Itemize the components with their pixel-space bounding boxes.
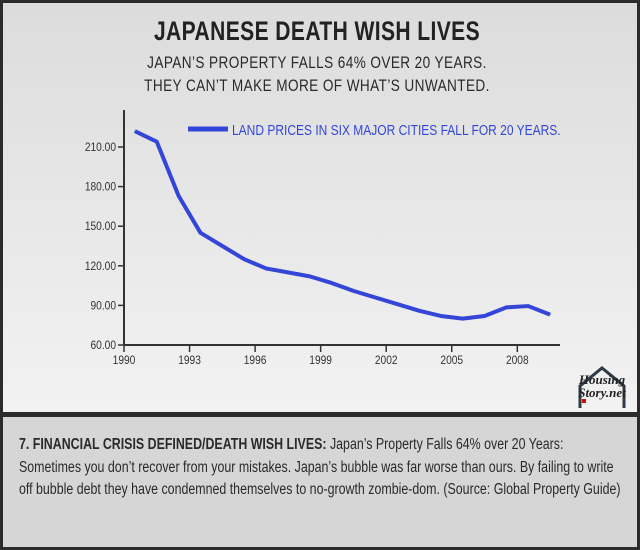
data-point bbox=[440, 315, 442, 317]
data-point bbox=[134, 130, 136, 132]
data-point bbox=[505, 306, 507, 308]
data-point bbox=[243, 258, 245, 260]
caption-heading: 7. FINANCIAL CRISIS DEFINED/DEATH WISH L… bbox=[19, 436, 327, 453]
housingstory-logo: Housing Story.net bbox=[572, 362, 636, 412]
data-point bbox=[374, 296, 376, 298]
x-tick-label: 2008 bbox=[506, 354, 529, 367]
data-point bbox=[396, 303, 398, 305]
y-tick-label: 60.00 bbox=[90, 339, 116, 352]
y-tick-label: 120.00 bbox=[85, 260, 116, 273]
y-tick-label: 210.00 bbox=[85, 141, 116, 154]
house-logo-icon: Housing Story.net bbox=[578, 366, 626, 408]
x-tick-label: 1996 bbox=[244, 354, 267, 367]
data-point bbox=[199, 232, 201, 234]
caption: 7. FINANCIAL CRISIS DEFINED/DEATH WISH L… bbox=[19, 434, 629, 502]
caption-body: Japan’s Property Falls 64% over 20 Years… bbox=[19, 436, 621, 498]
data-point bbox=[527, 305, 529, 307]
data-point bbox=[178, 195, 180, 197]
data-point bbox=[484, 315, 486, 317]
x-tick-label: 1993 bbox=[178, 354, 201, 367]
data-point bbox=[309, 275, 311, 277]
x-tick-label: 2005 bbox=[440, 354, 463, 367]
data-point bbox=[287, 271, 289, 273]
data-point bbox=[331, 282, 333, 284]
data-point bbox=[352, 290, 354, 292]
x-tick-label: 1990 bbox=[113, 354, 136, 367]
data-point bbox=[462, 318, 464, 320]
data-point bbox=[221, 245, 223, 247]
chart-panel bbox=[3, 3, 637, 412]
logo-text-line2: Story.net bbox=[578, 385, 626, 400]
x-tick-label: 2002 bbox=[375, 354, 398, 367]
chart-subtitle-line1: JAPAN’S PROPERTY FALLS 64% OVER 20 YEARS… bbox=[147, 53, 487, 72]
y-tick-label: 180.00 bbox=[85, 181, 116, 194]
data-point bbox=[156, 141, 158, 143]
chart-subtitle-line2: THEY CAN’T MAKE MORE OF WHAT’S UNWANTED. bbox=[144, 76, 490, 95]
series-line bbox=[134, 129, 551, 321]
chart-title: JAPANESE DEATH WISH LIVES bbox=[153, 16, 481, 46]
logo-text-line1: Housing bbox=[578, 372, 626, 387]
y-tick-label: 150.00 bbox=[85, 221, 116, 234]
caption-panel bbox=[3, 417, 637, 547]
legend-label: LAND PRICES IN SIX MAJOR CITIES FALL FOR… bbox=[232, 122, 561, 139]
y-tick-label: 90.00 bbox=[90, 300, 116, 313]
data-point bbox=[418, 310, 420, 312]
x-tick-label: 1999 bbox=[309, 354, 332, 367]
data-point bbox=[265, 267, 267, 269]
data-point bbox=[549, 314, 551, 316]
